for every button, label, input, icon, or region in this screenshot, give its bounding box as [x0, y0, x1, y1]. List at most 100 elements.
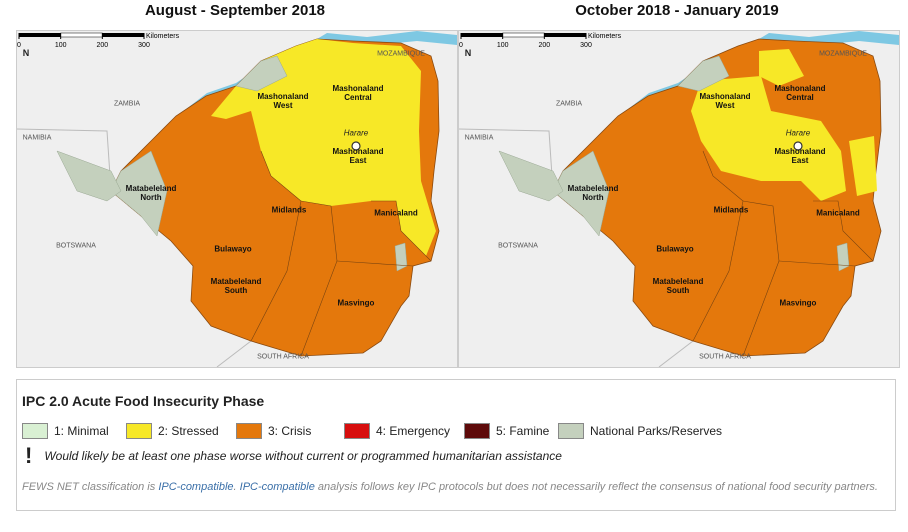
harare-marker — [351, 141, 361, 151]
footer: FEWS NET classification is IPC-compatibl… — [22, 481, 882, 493]
province-border — [371, 200, 432, 262]
note-text: Would likely be at least one phase worse… — [44, 449, 562, 463]
map-label: Mashonaland East — [774, 147, 826, 165]
footer-link[interactable]: IPC-compatible — [158, 481, 234, 493]
province-border — [300, 200, 338, 357]
map-label: NAMIBIA — [464, 134, 494, 142]
map-label: Matabeleland North — [567, 184, 619, 202]
map-label: Harare — [785, 128, 811, 138]
map-label: SOUTH AFRICA — [699, 353, 751, 361]
map-label: SOUTH AFRICA — [257, 353, 309, 361]
legend-swatch — [126, 423, 152, 439]
national-park — [498, 150, 564, 202]
map-label: ZAMBIA — [555, 100, 583, 108]
national-park — [56, 150, 122, 202]
province-border — [742, 200, 780, 357]
map-label: Masvingo — [779, 298, 817, 308]
legend-note: ! Would likely be at least one phase wor… — [25, 443, 562, 469]
map-label: Matabeleland North — [125, 184, 177, 202]
national-park — [235, 55, 288, 92]
legend-title: IPC 2.0 Acute Food Insecurity Phase — [22, 393, 265, 409]
map-label: Manicaland — [374, 208, 418, 218]
legend-item: 2: Stressed — [126, 423, 219, 439]
legend-label: National Parks/Reserves — [590, 424, 723, 438]
legend-label: 3: Crisis — [268, 424, 312, 438]
national-park — [836, 242, 850, 272]
legend-item: 4: Emergency — [344, 423, 450, 439]
footer-link[interactable]: IPC-compatible — [239, 481, 315, 493]
footer-text: analysis follows key IPC protocols but d… — [314, 481, 878, 493]
map-label: Mashonaland West — [699, 92, 751, 110]
scale-unit: Kilometers — [146, 33, 180, 40]
scale-label: 300 — [580, 42, 592, 49]
legend-label: 5: Famine — [496, 424, 550, 438]
scale-bar: 0 100 200 300 Kilometers — [459, 32, 622, 49]
scale-fill — [60, 32, 103, 38]
national-park — [394, 242, 408, 272]
map-label: Masvingo — [337, 298, 375, 308]
map-label: Bulawayo — [656, 244, 694, 254]
map-label: Matabeleland South — [210, 277, 262, 295]
footer-text: . — [233, 481, 240, 493]
map-label: Manicaland — [816, 208, 860, 218]
scale-fill — [502, 32, 545, 38]
map-label: Matabeleland South — [652, 277, 704, 295]
legend-label: 2: Stressed — [158, 424, 219, 438]
map-title: October 2018 - January 2019 — [575, 2, 779, 19]
province-border — [813, 200, 874, 262]
legend-swatch — [22, 423, 48, 439]
legend-item: National Parks/Reserves — [558, 423, 722, 439]
map-label: Midlands — [713, 205, 749, 215]
map-panel: N ZAMBIA MOZAMBIQUE NAMIBIA BOTSWANA SOUTH AF… — [16, 30, 458, 368]
legend: IPC 2.0 Acute Food Insecurity Phase 1: M… — [16, 379, 896, 511]
map-label: NAMIBIA — [22, 134, 52, 142]
legend-swatch — [236, 423, 262, 439]
border — [658, 340, 694, 367]
harare-marker — [793, 141, 803, 151]
province-border — [336, 260, 414, 267]
map-label: Mashonaland Central — [774, 84, 826, 102]
scale-label: 100 — [55, 42, 67, 49]
legend-swatch — [558, 423, 584, 439]
map-label: Midlands — [271, 205, 307, 215]
scale-label: 0 — [459, 42, 463, 49]
legend-item: 5: Famine — [464, 423, 549, 439]
scale-label: 0 — [17, 42, 21, 49]
map-label: BOTSWANA — [498, 242, 538, 250]
map-panel: N ZAMBIA MOZAMBIQUE NAMIBIA BOTSWANA SOUTH AF… — [458, 30, 900, 368]
national-park — [677, 55, 730, 92]
note-symbol: ! — [25, 443, 33, 468]
stressed-area — [849, 136, 877, 196]
map-label: Mashonaland Central — [332, 84, 384, 102]
footer-text: FEWS NET classification is — [22, 481, 159, 493]
stressed-area — [759, 49, 804, 86]
legend-item: 3: Crisis — [236, 423, 311, 439]
map-label: Mashonaland East — [332, 147, 384, 165]
map-label: ZAMBIA — [113, 100, 141, 108]
map — [17, 31, 457, 367]
map-label: Mashonaland West — [257, 92, 309, 110]
stressed-area — [691, 76, 846, 201]
map-label: MOZAMBIQUE — [377, 50, 425, 58]
scale-label: 300 — [138, 42, 150, 49]
scale-bar: 0 100 200 300 Kilometers — [17, 32, 180, 49]
scale-label: 200 — [96, 42, 108, 49]
map-label: Harare — [343, 128, 369, 138]
map-label: N — [464, 48, 472, 58]
map — [459, 31, 899, 367]
border — [216, 340, 252, 367]
scale-label: 200 — [538, 42, 550, 49]
legend-swatch — [464, 423, 490, 439]
map-label: BOTSWANA — [56, 242, 96, 250]
province-border — [778, 260, 856, 267]
scale-unit: Kilometers — [588, 33, 622, 40]
legend-swatch — [344, 423, 370, 439]
scale-label: 100 — [497, 42, 509, 49]
legend-label: 1: Minimal — [54, 424, 109, 438]
national-park — [552, 150, 610, 237]
map-title: August - September 2018 — [144, 2, 326, 19]
map-label: Bulawayo — [214, 244, 252, 254]
legend-label: 4: Emergency — [376, 424, 451, 438]
map-label: MOZAMBIQUE — [819, 50, 867, 58]
